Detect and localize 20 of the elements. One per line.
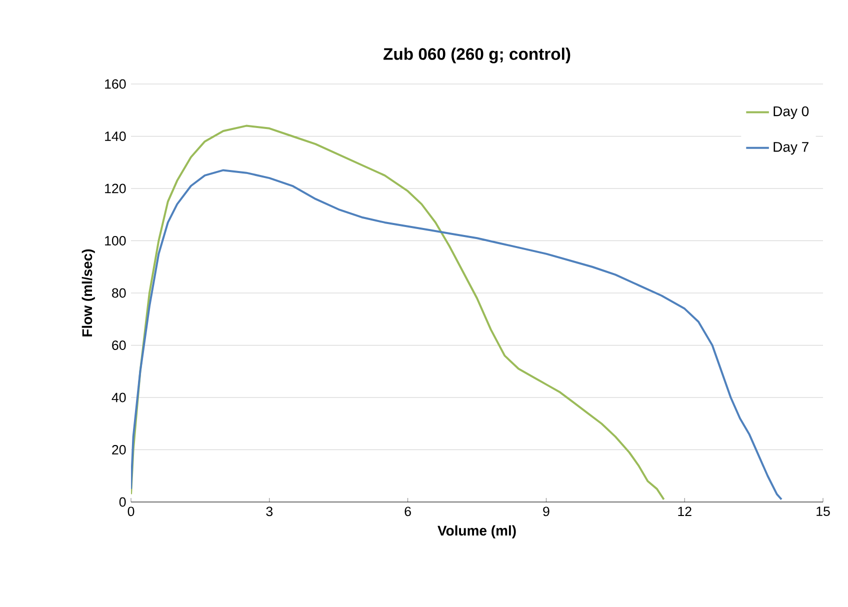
chart-title: Zub 060 (260 g; control) bbox=[384, 48, 570, 64]
x-tick-label: 12 bbox=[678, 506, 692, 516]
x-tick-label: 9 bbox=[543, 506, 550, 516]
y-tick-label: 60 bbox=[112, 340, 126, 350]
y-tick-label: 40 bbox=[112, 392, 126, 402]
y-tick-label: 80 bbox=[112, 288, 126, 298]
x-tick-label: 0 bbox=[128, 506, 134, 516]
y-tick-label: 120 bbox=[105, 184, 126, 194]
x-tick-label: 3 bbox=[266, 506, 273, 516]
legend-label: Day 0 bbox=[774, 106, 809, 119]
y-axis-title: Flow (ml/sec) bbox=[82, 249, 95, 336]
x-tick-label: 6 bbox=[404, 506, 411, 516]
legend-label: Day 7 bbox=[774, 142, 808, 155]
y-tick-label: 20 bbox=[112, 445, 126, 454]
y-tick-label: 0 bbox=[119, 497, 126, 507]
x-axis-title: Volume (ml) bbox=[438, 525, 516, 538]
y-tick-label: 160 bbox=[105, 79, 126, 89]
y-tick-label: 140 bbox=[105, 132, 126, 141]
y-tick-label: 100 bbox=[105, 236, 126, 246]
x-tick-label: 15 bbox=[816, 506, 830, 516]
